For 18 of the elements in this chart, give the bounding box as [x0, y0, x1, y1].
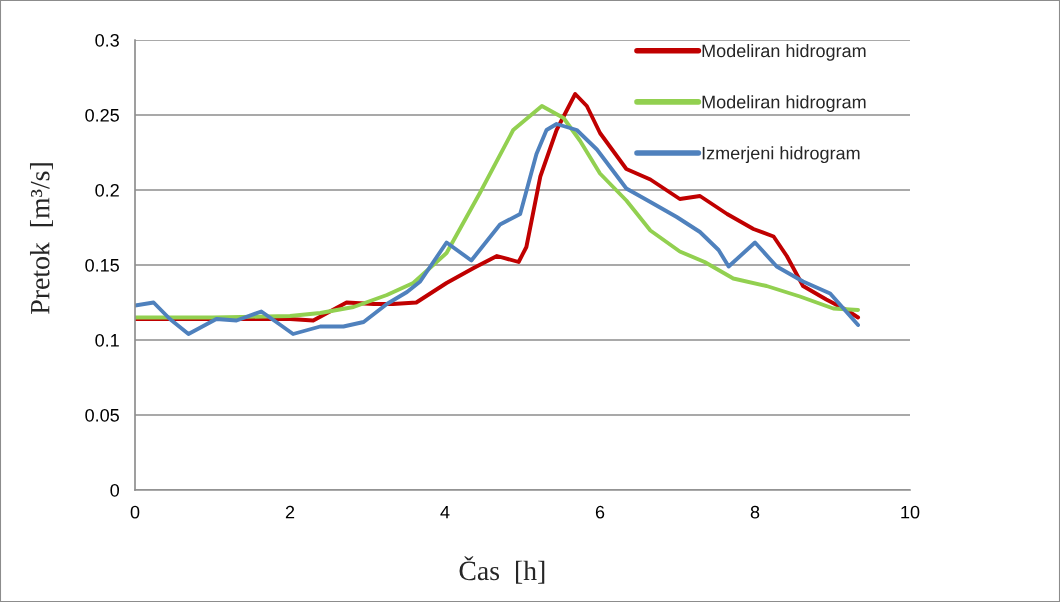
legend-label: Izmerjeni hidrogram [702, 146, 860, 164]
y-axis-title: Pretok [m³/s] [29, 163, 53, 314]
legend-label: Modeliran hidrogram [702, 44, 866, 61]
x-axis-title: Čas [h] [459, 556, 545, 584]
y-tick-label: 0.15 [85, 258, 119, 272]
x-tick-label: 4 [440, 505, 450, 519]
x-tick-label: 8 [750, 505, 760, 519]
y-tick-label: 0.25 [85, 108, 119, 122]
y-tick-label: 0.1 [95, 333, 119, 347]
y-tick-label: 0 [110, 483, 120, 497]
y-tick-label: 0.3 [95, 33, 119, 47]
y-tick-label: 0.05 [85, 408, 119, 422]
y-tick-label: 0.2 [95, 183, 119, 197]
legend-label: Modeliran hidrogram [702, 95, 866, 112]
x-tick-label: 6 [595, 505, 605, 519]
x-tick-label: 2 [285, 505, 295, 519]
x-tick-label: 10 [901, 505, 920, 519]
x-tick-label: 0 [130, 505, 140, 519]
